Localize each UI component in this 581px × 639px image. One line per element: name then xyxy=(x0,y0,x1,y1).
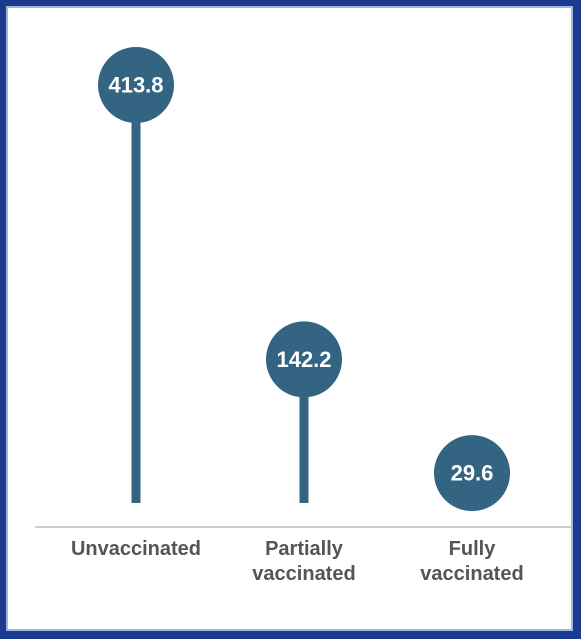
data-label: 142.2 xyxy=(276,347,331,372)
category-label: Unvaccinated xyxy=(70,538,202,560)
lollipop-head xyxy=(266,321,342,398)
lollipop-head xyxy=(434,435,510,512)
category-label: Partially vaccinated xyxy=(252,538,356,585)
lollipop-head xyxy=(98,47,174,123)
category-label: Fully vaccinated xyxy=(420,538,524,585)
data-label: 29.6 xyxy=(451,461,494,486)
data-label: 413.8 xyxy=(108,73,163,98)
